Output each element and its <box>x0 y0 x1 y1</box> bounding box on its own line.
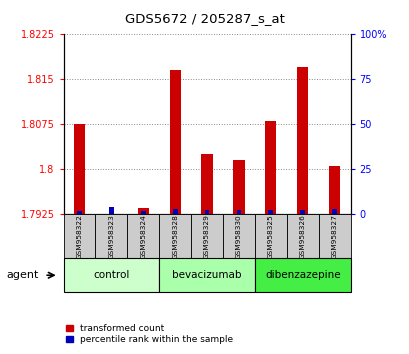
Bar <box>77 211 82 214</box>
Text: GSM958330: GSM958330 <box>235 214 241 259</box>
Bar <box>109 207 113 214</box>
Text: GSM958325: GSM958325 <box>267 214 273 259</box>
Bar <box>169 70 180 214</box>
Bar <box>265 121 276 214</box>
Bar <box>233 160 244 214</box>
Bar <box>63 214 95 258</box>
Bar <box>191 214 222 258</box>
Bar <box>137 208 148 214</box>
Bar <box>74 124 85 214</box>
Text: GSM958323: GSM958323 <box>108 214 114 259</box>
Bar <box>172 209 177 214</box>
Text: bevacizumab: bevacizumab <box>172 270 241 280</box>
Text: GSM958326: GSM958326 <box>299 214 305 259</box>
Text: GSM958328: GSM958328 <box>172 214 178 259</box>
Text: agent: agent <box>6 270 38 280</box>
Bar <box>222 214 254 258</box>
Text: GDS5672 / 205287_s_at: GDS5672 / 205287_s_at <box>125 12 284 25</box>
Bar <box>141 211 145 214</box>
Text: dibenzazepine: dibenzazepine <box>264 270 340 280</box>
Bar <box>127 214 159 258</box>
Text: GSM958327: GSM958327 <box>331 214 337 259</box>
Legend: transformed count, percentile rank within the sample: transformed count, percentile rank withi… <box>62 320 236 348</box>
Bar <box>318 214 350 258</box>
Text: control: control <box>93 270 129 280</box>
Bar <box>328 166 339 214</box>
Text: GSM958324: GSM958324 <box>140 214 146 259</box>
Bar <box>297 67 308 214</box>
Bar <box>159 258 254 292</box>
Text: GSM958329: GSM958329 <box>204 214 209 259</box>
Bar <box>254 258 350 292</box>
Bar <box>286 214 318 258</box>
Bar <box>204 210 209 214</box>
Bar <box>299 210 304 214</box>
Text: GSM958322: GSM958322 <box>76 214 82 259</box>
Bar <box>236 210 241 214</box>
Bar <box>254 214 286 258</box>
Bar <box>159 214 191 258</box>
Bar <box>201 154 212 214</box>
Bar <box>95 214 127 258</box>
Bar <box>63 258 159 292</box>
Bar <box>331 209 336 214</box>
Bar <box>268 210 272 214</box>
